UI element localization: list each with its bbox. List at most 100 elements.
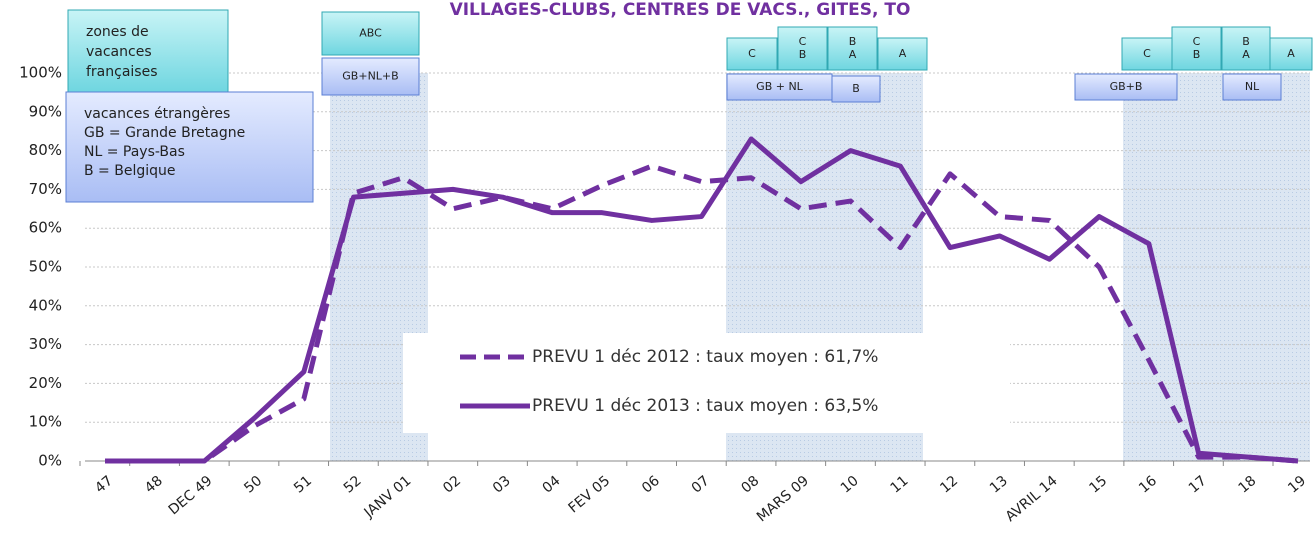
x-tick-label: 06: [639, 473, 663, 497]
annotation-background: [827, 26, 878, 71]
legend-label: PREVU 1 déc 2013 : taux moyen : 63,5%: [532, 396, 878, 416]
x-tick-label: 19: [1285, 473, 1309, 497]
annotation-text: B: [799, 48, 807, 61]
annotation-background: [1171, 26, 1222, 71]
annotation-text: B: [1242, 35, 1250, 48]
annotation-text: B: [852, 82, 860, 95]
chart-title: VILLAGES-CLUBS, CENTRES DE VACS., GITES,…: [450, 0, 911, 20]
annotation-box: A: [1269, 37, 1313, 71]
x-tick-label: 13: [987, 473, 1011, 497]
y-tick-label: 80%: [29, 141, 62, 159]
annotation-text: A: [1287, 47, 1295, 60]
annotation-background: [321, 57, 420, 96]
annotation-background: [1222, 73, 1282, 101]
annotation-background: [1269, 37, 1313, 71]
annotation-box: C: [1121, 37, 1173, 71]
x-tick-label: MARS 09: [754, 473, 812, 525]
annotation-text: GB = Grande Bretagne: [84, 125, 245, 141]
annotation-text: C: [748, 47, 756, 60]
y-tick-label: 100%: [19, 64, 62, 82]
data-line: [105, 136, 1299, 464]
annotation-background: [777, 26, 828, 71]
x-tick-label: 15: [1086, 473, 1110, 497]
data-line: [105, 163, 1299, 464]
y-tick-label: 30%: [29, 335, 62, 353]
y-tick-label: 20%: [29, 374, 62, 392]
x-tick-label: DEC 49: [166, 473, 216, 518]
x-tick-label: 07: [689, 473, 713, 497]
annotation-text: A: [849, 48, 857, 61]
annotation-box: C: [726, 37, 778, 71]
annotation-background: [726, 37, 778, 71]
annotation-text: françaises: [86, 64, 158, 80]
annotation-box: BA: [1221, 26, 1271, 71]
annotation-text: vacances: [86, 44, 152, 60]
annotation-text: vacances étrangères: [84, 106, 230, 122]
annotation-background: [1074, 73, 1178, 101]
x-tick-label: 02: [440, 473, 464, 497]
annotation-text: C: [1193, 35, 1201, 48]
legend-label: PREVU 1 déc 2012 : taux moyen : 61,7%: [532, 347, 878, 367]
annotation-box: A: [877, 37, 928, 71]
x-tick-label: 04: [540, 473, 564, 497]
x-tick-label: 48: [142, 473, 166, 497]
annotation-box: B: [831, 75, 881, 103]
annotation-background: [831, 75, 881, 103]
annotation-background: [726, 73, 833, 101]
annotation-background: [321, 11, 420, 56]
annotation-text: A: [1242, 48, 1250, 61]
annotation-text: GB+NL+B: [342, 70, 398, 83]
annotation-text: C: [799, 35, 807, 48]
annotation-box: GB+B: [1074, 73, 1178, 101]
x-tick-label: 16: [1136, 473, 1160, 497]
x-tick-label: 11: [888, 473, 912, 497]
x-tick-label: 12: [937, 473, 961, 497]
annotation-box: vacances étrangères GB = Grande Bretagne N…: [65, 91, 314, 203]
annotation-text: GB + NL: [756, 80, 804, 93]
annotation-background: [877, 37, 928, 71]
y-tick-label: 90%: [29, 102, 62, 120]
x-tick-label: 17: [1186, 473, 1210, 497]
annotation-background: [65, 91, 314, 203]
y-tick-label: 70%: [29, 180, 62, 198]
annotation-box: zones de vacances françaises: [67, 9, 229, 93]
x-tick-label: FEV 05: [566, 473, 614, 517]
x-tick-label: 51: [291, 473, 315, 497]
x-tick-label: 08: [738, 473, 762, 497]
annotation-box: CB: [777, 26, 828, 71]
annotation-text: GB+B: [1110, 80, 1143, 93]
x-tick-label: JANV 01: [361, 473, 415, 522]
annotation-box: GB+NL+B: [321, 57, 420, 96]
annotation-box: ABC: [321, 11, 420, 56]
annotation-text: A: [899, 47, 907, 60]
y-tick-label: 50%: [29, 258, 62, 276]
annotation-text: B: [849, 35, 857, 48]
annotation-background: [1121, 37, 1173, 71]
x-tick-label: 10: [838, 473, 862, 497]
annotation-box: BA: [827, 26, 878, 71]
y-tick-label: 40%: [29, 296, 62, 314]
y-tick-label: 60%: [29, 219, 62, 237]
x-tick-label: 47: [92, 473, 116, 497]
annotation-text: NL = Pays-Bas: [84, 144, 185, 160]
annotation-text: C: [1143, 47, 1151, 60]
x-tick-label: AVRIL 14: [1003, 473, 1061, 525]
x-tick-label: 18: [1235, 473, 1259, 497]
annotation-background: [1221, 26, 1271, 71]
x-tick-label: 52: [341, 473, 365, 497]
legend-box: [403, 333, 1010, 433]
annotation-text: ABC: [359, 27, 382, 40]
annotation-box: CB: [1171, 26, 1222, 71]
y-tick-label: 0%: [38, 452, 62, 470]
annotation-box: GB + NL: [726, 73, 833, 101]
x-tick-label: 50: [241, 473, 265, 497]
annotation-text: zones de: [86, 24, 149, 40]
annotation-text: NL: [1245, 80, 1260, 93]
annotation-text: B: [1193, 48, 1201, 61]
annotation-background: [67, 9, 229, 93]
y-tick-label: 10%: [29, 413, 62, 431]
annotation-box: NL: [1222, 73, 1282, 101]
annotation-text: B = Belgique: [84, 163, 176, 179]
x-tick-label: 03: [490, 473, 514, 497]
